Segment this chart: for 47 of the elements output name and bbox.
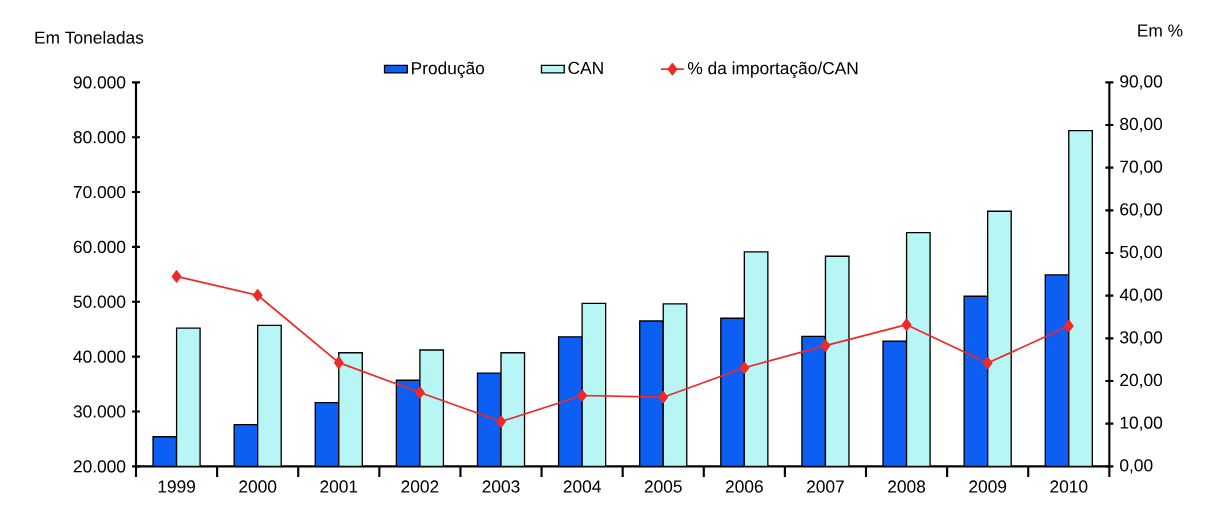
- y-tick-label: 70.000: [73, 185, 126, 199]
- point: [982, 356, 993, 370]
- x-tick-label: 2005: [644, 480, 682, 493]
- point: [415, 386, 425, 399]
- x-tick-label: 2006: [725, 480, 763, 493]
- point: [820, 339, 831, 352]
- y2-tick-label: 0,00: [1120, 459, 1153, 474]
- x-tick-label: 2001: [320, 480, 358, 493]
- x-tick-label: 2008: [888, 480, 926, 493]
- point: [739, 361, 750, 374]
- y2-tick-label: 20,00: [1120, 373, 1163, 389]
- x-tick-label: 2000: [239, 480, 277, 493]
- x-tick-label: 2010: [1050, 480, 1088, 493]
- point: [658, 391, 669, 404]
- y2-axis-title: Em %: [1138, 24, 1183, 37]
- x-tick-label: 1999: [158, 480, 196, 493]
- point: [577, 389, 587, 402]
- legend-label: Produção: [412, 61, 485, 78]
- point: [1063, 319, 1074, 333]
- y-tick-label: 40.000: [73, 350, 126, 363]
- y2-tick-label: 70,00: [1120, 160, 1163, 175]
- point: [252, 289, 263, 302]
- y-tick-label: 50.000: [73, 295, 126, 308]
- legend-label: CAN: [568, 61, 603, 75]
- point: [901, 318, 912, 331]
- x-tick-label: 2003: [482, 480, 520, 493]
- y2-tick-label: 60,00: [1120, 203, 1163, 218]
- x-tick-label: 2009: [969, 480, 1007, 493]
- y2-tick-label: 50,00: [1120, 245, 1163, 261]
- y-tick-label: 30.000: [73, 405, 126, 418]
- point: [171, 270, 182, 283]
- y2-tick-label: 80,00: [1120, 117, 1163, 133]
- legend-label: % da importação/CAN: [687, 61, 858, 78]
- y2-tick-label: 30,00: [1120, 331, 1163, 346]
- y-tick-label: 80.000: [73, 131, 126, 144]
- y-tick-label: 90.000: [73, 76, 126, 89]
- y-tick-label: 20.000: [73, 460, 126, 473]
- x-tick-label: 2004: [563, 480, 601, 493]
- x-tick-label: 2007: [807, 480, 844, 493]
- y-tick-label: 60.000: [73, 240, 126, 254]
- y2-tick-label: 40,00: [1119, 288, 1163, 303]
- point: [496, 415, 506, 428]
- point: [333, 356, 344, 369]
- x-tick-label: 2002: [401, 480, 439, 493]
- y2-tick-label: 90,00: [1120, 75, 1163, 90]
- y2-tick-label: 10,00: [1120, 416, 1163, 431]
- y-axis-title: Em Toneladas: [35, 31, 144, 44]
